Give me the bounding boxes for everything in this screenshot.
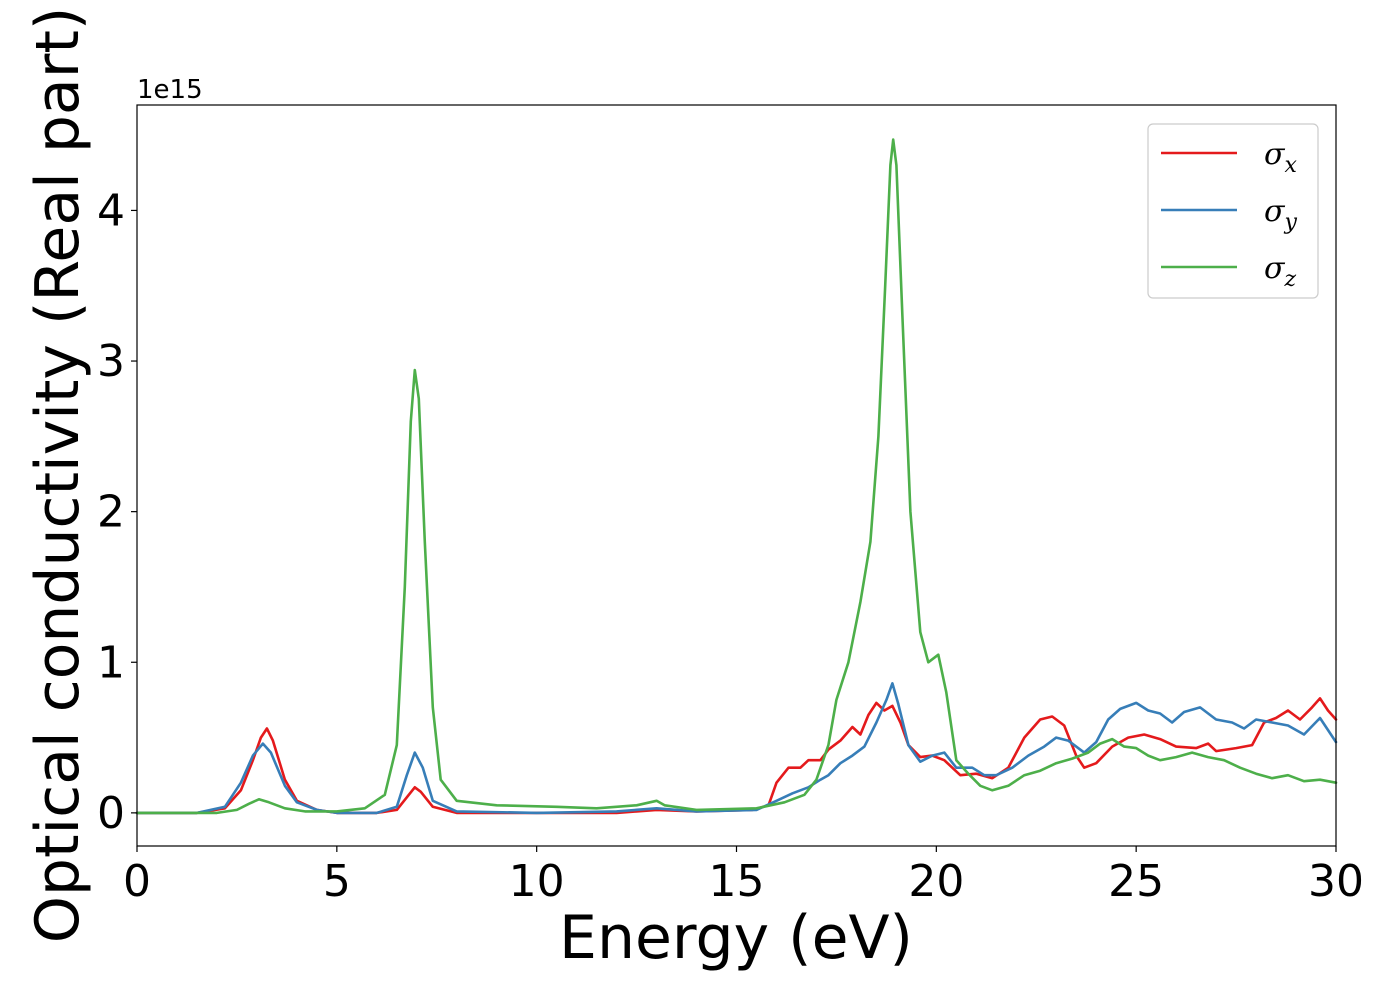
y-axis-ticks: 0 1 2 3 4 [97,185,137,839]
series-line-1 [135,697,1338,815]
x-tick-label: 15 [709,856,765,907]
y-tick-label: 3 [97,336,125,387]
x-tick-label: 10 [509,856,565,907]
legend-label-1: σx [1264,137,1297,178]
y-tick-label: 4 [97,185,125,236]
plot-lines [135,138,1338,815]
y-tick-label: 2 [97,487,125,538]
x-tick-label: 0 [123,856,151,907]
y-axis-title: Optical conductivity (Real part) [23,7,93,944]
x-tick-label: 25 [1108,856,1164,907]
x-axis-ticks: 0 5 10 15 20 25 30 [123,846,1364,907]
x-tick-label: 30 [1308,856,1364,907]
y-tick-label: 1 [97,637,125,688]
series-line-2 [135,682,1338,815]
legend-label-2: σy [1264,194,1297,235]
series-line-3 [135,138,1338,815]
x-tick-label: 20 [908,856,964,907]
y-offset-label: 1e15 [137,75,203,105]
x-axis-title: Energy (eV) [559,903,913,973]
y-tick-label: 0 [97,788,125,839]
x-tick-label: 5 [323,856,351,907]
